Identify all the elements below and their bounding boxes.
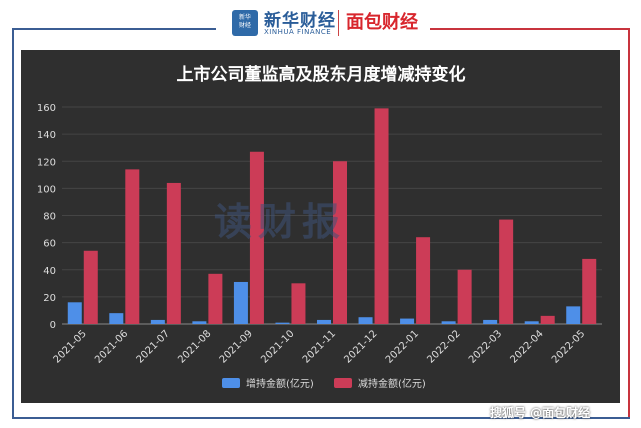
x-tick-label: 2022-05 — [550, 328, 587, 365]
y-tick-label: 140 — [37, 130, 56, 141]
decrease-bar — [499, 219, 514, 324]
increase-bar — [400, 318, 415, 324]
frame-top-left-border — [12, 28, 216, 30]
decrease-bar — [249, 151, 264, 324]
frame-top-right-border — [430, 28, 630, 30]
legend-label-increase: 增持金额(亿元) — [246, 377, 314, 390]
decrease-bar — [540, 315, 555, 324]
decrease-bar — [416, 237, 431, 324]
x-tick-label: 2021-05 — [52, 328, 89, 365]
partner-logo: 面包财经 — [346, 12, 418, 33]
increase-bar — [317, 319, 331, 324]
increase-bar — [358, 317, 373, 324]
brand-name-en: XINHUA FINANCE — [264, 28, 332, 36]
frame-left-border — [12, 28, 14, 418]
xinhua-logo-icon: 新华 财经 — [232, 10, 258, 36]
x-tick-label: 2021-07 — [135, 328, 172, 365]
decrease-bar — [166, 182, 181, 324]
footer-source: 搜狐号 @面包财经 — [490, 406, 591, 420]
frame-right-border — [628, 28, 630, 418]
increase-bar — [67, 302, 82, 324]
chart-panel — [21, 50, 620, 403]
y-tick-label: 0 — [50, 320, 56, 331]
increase-bar — [233, 281, 248, 324]
x-tick-label: 2022-01 — [384, 328, 421, 365]
increase-bar — [192, 321, 207, 324]
decrease-bar — [582, 258, 597, 324]
increase-bar — [109, 313, 124, 324]
decrease-bar — [83, 250, 98, 324]
decrease-bar — [125, 169, 140, 324]
brand-divider — [338, 10, 339, 36]
legend-swatch-increase — [222, 378, 240, 388]
x-tick-label: 2021-06 — [93, 328, 130, 365]
increase-bar — [566, 306, 581, 324]
y-tick-label: 100 — [37, 184, 56, 195]
watermark: 读财报 — [214, 200, 347, 244]
increase-bar — [275, 322, 290, 324]
increase-bar — [441, 321, 456, 324]
x-tick-label: 2021-08 — [176, 328, 213, 365]
x-tick-label: 2021-10 — [259, 328, 296, 365]
decrease-bar — [333, 161, 347, 324]
x-tick-label: 2022-02 — [425, 328, 462, 365]
decrease-bar — [291, 283, 306, 324]
increase-bar — [524, 321, 539, 324]
x-tick-label: 2021-09 — [218, 328, 255, 365]
increase-bar — [483, 319, 498, 324]
x-tick-label: 2022-03 — [467, 328, 504, 365]
header: 新华 财经 新华财经 XINHUA FINANCE 面包财经 — [0, 0, 641, 44]
x-tick-label: 2022-04 — [508, 328, 545, 365]
legend-label-decrease: 减持金额(亿元) — [358, 377, 426, 390]
y-tick-label: 20 — [43, 293, 56, 304]
y-tick-label: 40 — [43, 266, 56, 277]
decrease-bar — [457, 269, 472, 324]
legend-swatch-decrease — [334, 378, 352, 388]
chart-title: 上市公司董监高及股东月度增减持变化 — [177, 64, 466, 85]
brand-name-cn: 新华财经 — [264, 11, 336, 31]
decrease-bar — [208, 273, 223, 324]
increase-bar — [150, 319, 165, 324]
y-tick-label: 160 — [37, 103, 56, 114]
decrease-bar — [374, 108, 389, 324]
x-tick-label: 2021-11 — [301, 328, 338, 365]
y-tick-label: 120 — [37, 157, 56, 168]
y-tick-label: 80 — [43, 212, 56, 223]
y-tick-label: 60 — [43, 239, 56, 250]
frame-bottom-border — [12, 417, 630, 419]
x-tick-label: 2021-12 — [342, 328, 379, 365]
